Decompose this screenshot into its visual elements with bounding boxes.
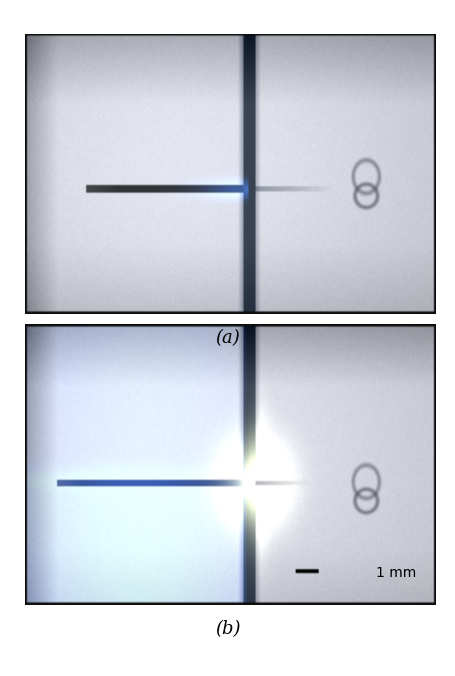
Text: (b): (b) [215, 621, 240, 639]
Text: (a): (a) [215, 329, 240, 347]
Text: 1 mm: 1 mm [375, 566, 415, 580]
